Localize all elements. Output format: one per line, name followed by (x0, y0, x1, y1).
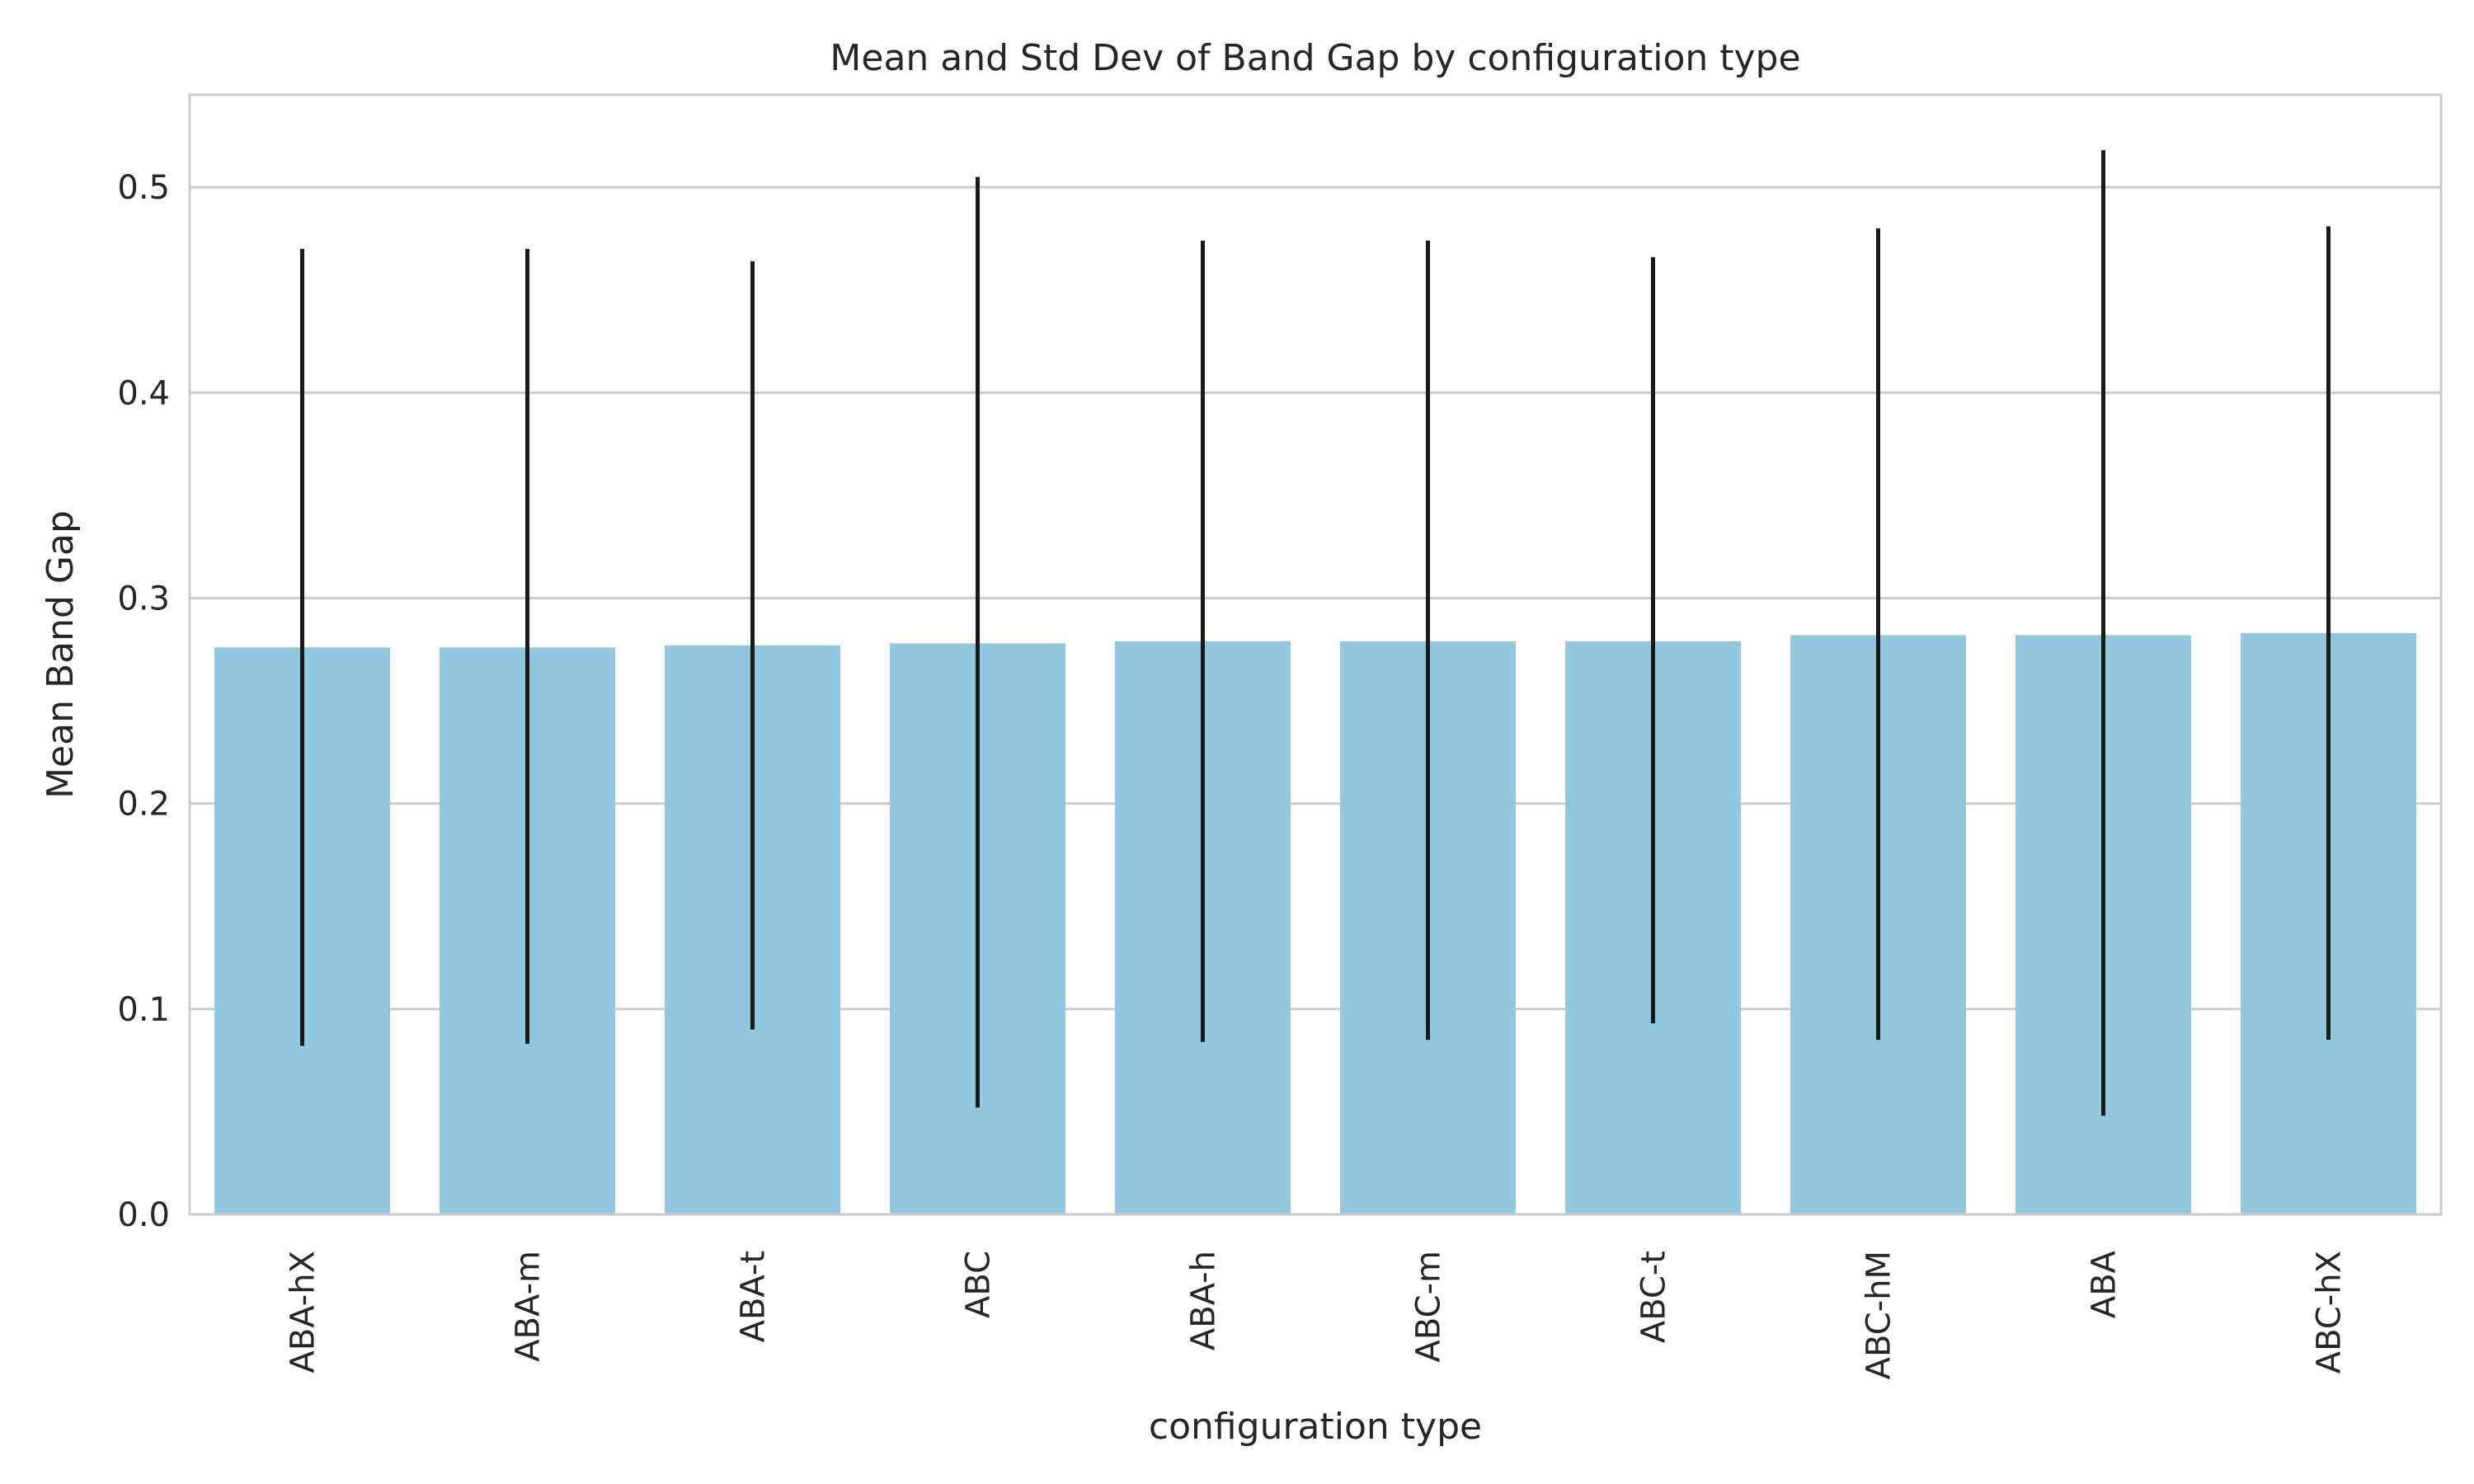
x-tick-label: ABC (960, 1251, 998, 1318)
y-tick-label: 0.5 (117, 169, 170, 207)
x-axis-title: configuration type (1149, 1406, 1482, 1448)
x-tick-label: ABC-t (1635, 1251, 1673, 1343)
x-tick-label: ABA-hX (285, 1251, 322, 1373)
y-tick-label: 0.1 (117, 991, 170, 1029)
y-tick-label: 0.0 (117, 1196, 170, 1234)
y-tick-labels: 0.0 0.1 0.2 0.3 0.4 0.5 (117, 169, 170, 1234)
x-tick-label: ABA-m (510, 1251, 548, 1362)
bars-layer (214, 632, 2416, 1214)
x-tick-label: ABC-m (1410, 1251, 1448, 1362)
x-tick-label: ABC-hM (1860, 1251, 1898, 1379)
y-axis-title: Mean Band Gap (40, 510, 82, 799)
plot-frame (188, 93, 2443, 1216)
x-tick-label: ABC-hX (2311, 1251, 2349, 1374)
x-tick-label: ABA-h (1185, 1251, 1223, 1350)
y-tick-label: 0.4 (117, 374, 170, 412)
x-tick-labels: ABA-hX ABA-m ABA-t ABC ABA-h ABC-m ABC-t ABC-hM… (285, 1250, 2349, 1379)
errors-layer (300, 150, 2331, 1116)
x-tick-label: ABA (2086, 1250, 2124, 1318)
y-tick-label: 0.3 (117, 580, 170, 618)
chart-title: Mean and Std Dev of Band Gap by configur… (830, 37, 1800, 79)
y-tick-label: 0.2 (117, 786, 170, 824)
x-tick-label: ABA-t (735, 1251, 773, 1342)
